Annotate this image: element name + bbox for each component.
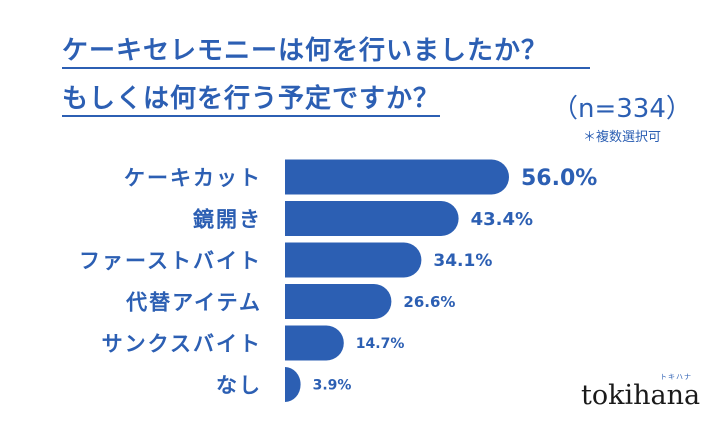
category-label: サンクスバイト xyxy=(102,332,262,356)
value-label: 26.6% xyxy=(403,293,455,311)
brand-kana: トキハナ xyxy=(660,373,692,381)
category-label: 鏡開き xyxy=(193,208,262,232)
category-label: ケーキカット xyxy=(124,166,262,190)
chart-title-line2: もしくは何を行う予定ですか？ xyxy=(62,84,441,114)
category-label: なし xyxy=(216,374,262,398)
chart-title-line1: ケーキセレモニーは何を行いましたか？ xyxy=(62,36,549,66)
title-underline-2 xyxy=(62,115,440,117)
bar xyxy=(285,325,344,361)
bar xyxy=(285,201,459,236)
brand-logo: tokihana xyxy=(581,380,701,411)
title-underline-1 xyxy=(62,67,590,69)
value-label: 56.0% xyxy=(521,166,597,191)
value-label: 34.1% xyxy=(433,251,492,271)
bar xyxy=(285,284,392,319)
category-label: ファーストバイト xyxy=(79,249,262,273)
bar xyxy=(285,159,509,195)
value-label: 43.4% xyxy=(471,209,533,230)
category-label: 代替アイテム xyxy=(125,291,262,315)
bar xyxy=(285,367,301,402)
sample-size-label: （n=334） xyxy=(552,94,692,124)
value-label: 3.9% xyxy=(313,378,352,394)
value-label: 14.7% xyxy=(356,336,405,352)
bar xyxy=(285,242,422,278)
multiple-choice-note: ＊複数選択可 xyxy=(583,130,662,145)
